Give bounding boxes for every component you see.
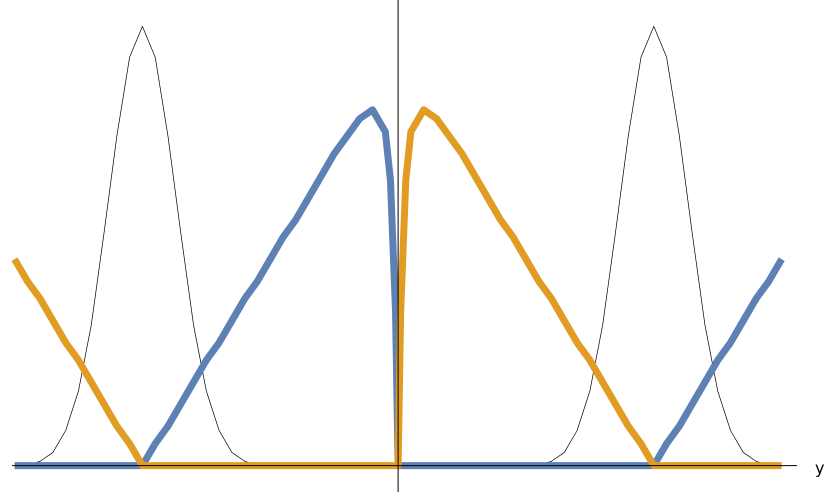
- x-axis-label: y: [815, 459, 824, 478]
